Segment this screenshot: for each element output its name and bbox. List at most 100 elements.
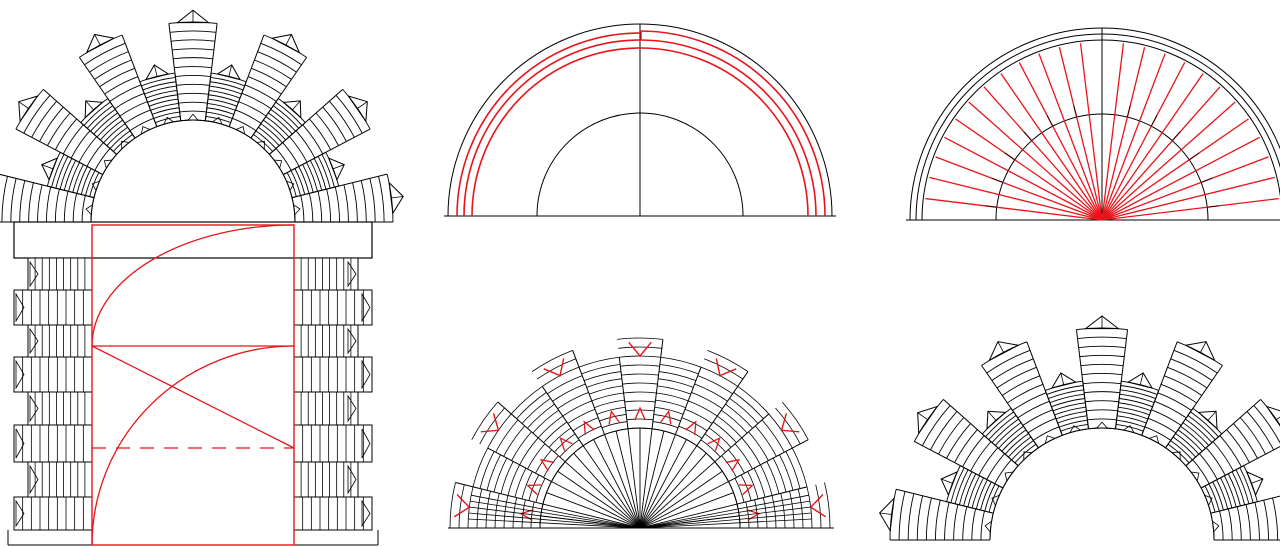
voussoir-band [1164, 375, 1203, 396]
springing-line [639, 512, 812, 529]
radial-joint-line [1101, 53, 1166, 221]
voussoir-band [991, 358, 1034, 381]
voussoir-cap-ridge [1276, 416, 1280, 420]
voussoir-cap-ridge [357, 101, 368, 109]
voussoir-cap-ridge [1251, 478, 1263, 484]
voussoir-band [962, 506, 968, 541]
radial-joint-line [955, 118, 1103, 221]
intrados-tooth [140, 126, 151, 135]
jamb-stone [293, 424, 373, 463]
right-jamb [293, 257, 373, 531]
radial-joint-line [944, 136, 1103, 221]
intrados-tooth [1190, 471, 1200, 481]
voussoir-band [47, 112, 71, 146]
voussoir-cap-ridge [879, 512, 892, 515]
voussoir-band [907, 493, 915, 541]
step-joint [618, 357, 629, 429]
red-intrados-marker [583, 420, 595, 435]
voussoir-joint [269, 122, 306, 155]
jamb-stone [13, 289, 93, 326]
intrados-tooth [1023, 451, 1032, 460]
jamb-stone [293, 461, 359, 498]
voussoir-joint [228, 81, 247, 127]
voussoir-band [168, 21, 218, 24]
voussoir-cap-ridge [285, 34, 292, 46]
radial-joint-line [1101, 86, 1221, 221]
voussoir-band [1260, 399, 1280, 426]
fan-line [582, 445, 641, 529]
voussoir-cap [1184, 341, 1216, 362]
voussoir-block [879, 488, 994, 541]
radial-joint-line [925, 197, 1103, 221]
fan-line [604, 434, 641, 529]
voussoir-band [1160, 383, 1197, 404]
radial-joint-line [1058, 47, 1103, 221]
voussoir-band [260, 42, 302, 66]
intrados-tooth [1004, 471, 1014, 481]
voussoir-joint [1026, 341, 1063, 436]
construction-arc-lower [91, 345, 295, 546]
jamb-marker [347, 464, 357, 495]
jamb-stone [293, 289, 373, 326]
radial-joint-line [1101, 197, 1279, 221]
voussoir-cap [1245, 470, 1264, 497]
fan-line [593, 439, 641, 529]
radial-joint-line [1018, 62, 1103, 221]
red-band-left-2 [471, 47, 641, 217]
intrados-tooth [121, 140, 130, 150]
voussoir-band [1080, 363, 1124, 367]
voussoir-cap [176, 9, 210, 24]
voussoir-band [257, 51, 297, 73]
voussoir-cap [84, 100, 104, 119]
fan-line [542, 503, 641, 529]
left-jamb [13, 257, 93, 531]
jamb-stone [293, 257, 359, 291]
voussoir-joint [896, 488, 994, 514]
inner-joint-tick [1073, 105, 1078, 118]
inner-joint-tick [1171, 131, 1181, 141]
intrados-tooth [1149, 435, 1160, 444]
intrados-tooth [274, 159, 283, 169]
inner-joint-tick [1150, 115, 1158, 127]
voussoir-band [315, 112, 339, 146]
voussoir-band [378, 176, 385, 223]
step-joint [487, 447, 552, 482]
voussoir-band [1001, 375, 1040, 396]
voussoir-band [1170, 358, 1213, 381]
voussoir-band [1081, 373, 1123, 376]
springing-line [639, 506, 811, 529]
voussoir-band [15, 89, 44, 130]
voussoir-band [944, 502, 950, 541]
voussoir-band [935, 500, 941, 541]
voussoir-band [1173, 349, 1218, 374]
voussoir-band [1226, 429, 1250, 463]
voussoir-band [889, 489, 897, 541]
voussoir-cap [144, 64, 170, 81]
outer-arc-0 [909, 27, 1280, 221]
voussoir-band [254, 59, 292, 80]
intrados-tooth [91, 180, 100, 191]
voussoir-band [1007, 383, 1044, 404]
jamb-marker [29, 394, 39, 423]
voussoir-cap-ridge [292, 100, 301, 110]
intrados-tooth [163, 116, 174, 125]
radial-joint-line [1101, 176, 1275, 221]
voussoir-block [981, 341, 1063, 449]
voussoir-joint [942, 399, 1019, 467]
voussoir-joint [107, 98, 136, 139]
construction-arc-upper [91, 224, 295, 347]
voussoir-band [369, 178, 376, 223]
jamb-marker [29, 464, 39, 495]
voussoir-band [329, 100, 355, 138]
voussoir-band [1263, 500, 1269, 541]
voussoir-band [996, 366, 1037, 389]
step-band [781, 401, 809, 440]
radial-joint-line [1079, 43, 1103, 221]
voussoir-band [54, 118, 77, 150]
voussoir-band [981, 341, 1027, 366]
fan-line [639, 470, 723, 529]
voussoir-steps-construction [448, 337, 834, 529]
voussoir-cap-ridge [1139, 372, 1144, 385]
voussoir-band [938, 417, 965, 455]
voussoir-cap [18, 95, 39, 123]
